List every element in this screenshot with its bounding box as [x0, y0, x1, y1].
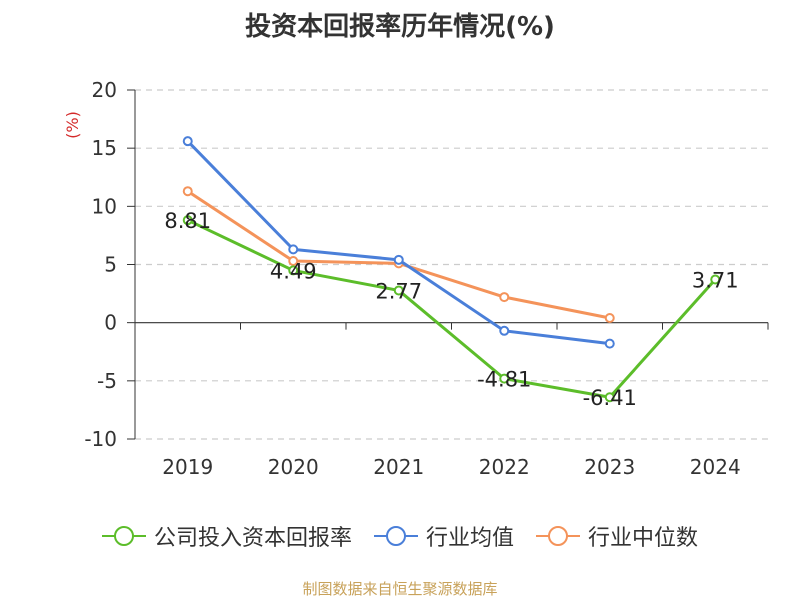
y-tick-label: 10 [92, 194, 117, 218]
data-label: 8.81 [164, 209, 211, 233]
legend-marker-industry-mean [373, 526, 418, 546]
series-point-0 [710, 274, 721, 285]
data-label: -4.81 [477, 368, 531, 392]
x-tick-label: 2021 [373, 455, 424, 479]
legend-item-industry-median[interactable]: 行业中位数 [536, 520, 698, 552]
y-tick-label: 15 [92, 136, 117, 160]
legend-label-industry-mean: 行业均值 [425, 526, 514, 551]
chart-title: 投资本回报率历年情况(%) [245, 12, 555, 42]
data-label: 2.77 [375, 279, 422, 303]
data-labels: 8.81 4.49 2.77 -4.81 -6.41 3.71 [164, 209, 738, 410]
legend-marker-company [101, 526, 146, 546]
series-point-0 [182, 215, 193, 226]
series-line-0 [187, 218, 717, 399]
series-point-2 [499, 292, 510, 303]
series-point-1 [604, 338, 615, 349]
y-tick-label: -10 [84, 427, 117, 451]
y-tick-label: -5 [97, 369, 117, 393]
data-label: 4.49 [270, 259, 317, 283]
data-label: 3.71 [692, 269, 739, 293]
series-point-1 [499, 325, 510, 336]
y-axis-label: (%) [63, 111, 82, 139]
series-point-1 [288, 244, 299, 255]
series-point-2 [182, 186, 193, 197]
series-lines [182, 136, 721, 403]
y-tick-label: 5 [104, 253, 117, 277]
axes: 20 15 10 5 0 -5 -10 2019 2020 2021 2022 2023 2024 (%) [63, 78, 769, 479]
legend-item-company[interactable]: 公司投入资本回报率 [101, 520, 352, 552]
legend: 公司投入资本回报率 行业均值 行业中位数 [0, 520, 800, 552]
series-point-0 [499, 373, 510, 384]
legend-label-company: 公司投入资本回报率 [153, 526, 352, 551]
series-line-1 [186, 140, 610, 346]
x-tick-label: 2024 [690, 455, 741, 479]
data-label: -6.41 [583, 386, 637, 410]
series-point-2 [604, 313, 615, 324]
series-point-0 [604, 392, 615, 403]
legend-marker-industry-median [536, 526, 580, 546]
x-tick-label: 2023 [584, 455, 635, 479]
series-point-2 [288, 256, 299, 267]
legend-item-industry-mean[interactable]: 行业均值 [373, 520, 514, 552]
y-tick-label: 20 [92, 78, 117, 102]
series-point-1 [393, 254, 404, 265]
x-tick-label: 2022 [479, 455, 530, 479]
data-source-note: 制图数据来自恒生聚源数据库 [302, 580, 498, 598]
series-point-0 [393, 285, 404, 296]
series-point-1 [182, 136, 193, 147]
grid-lines [135, 89, 768, 440]
x-tick-label: 2019 [162, 455, 213, 479]
x-tick-label: 2020 [268, 455, 319, 479]
legend-label-industry-median: 行业中位数 [588, 526, 699, 551]
y-tick-label: 0 [104, 311, 117, 335]
series-point-0 [288, 265, 299, 276]
